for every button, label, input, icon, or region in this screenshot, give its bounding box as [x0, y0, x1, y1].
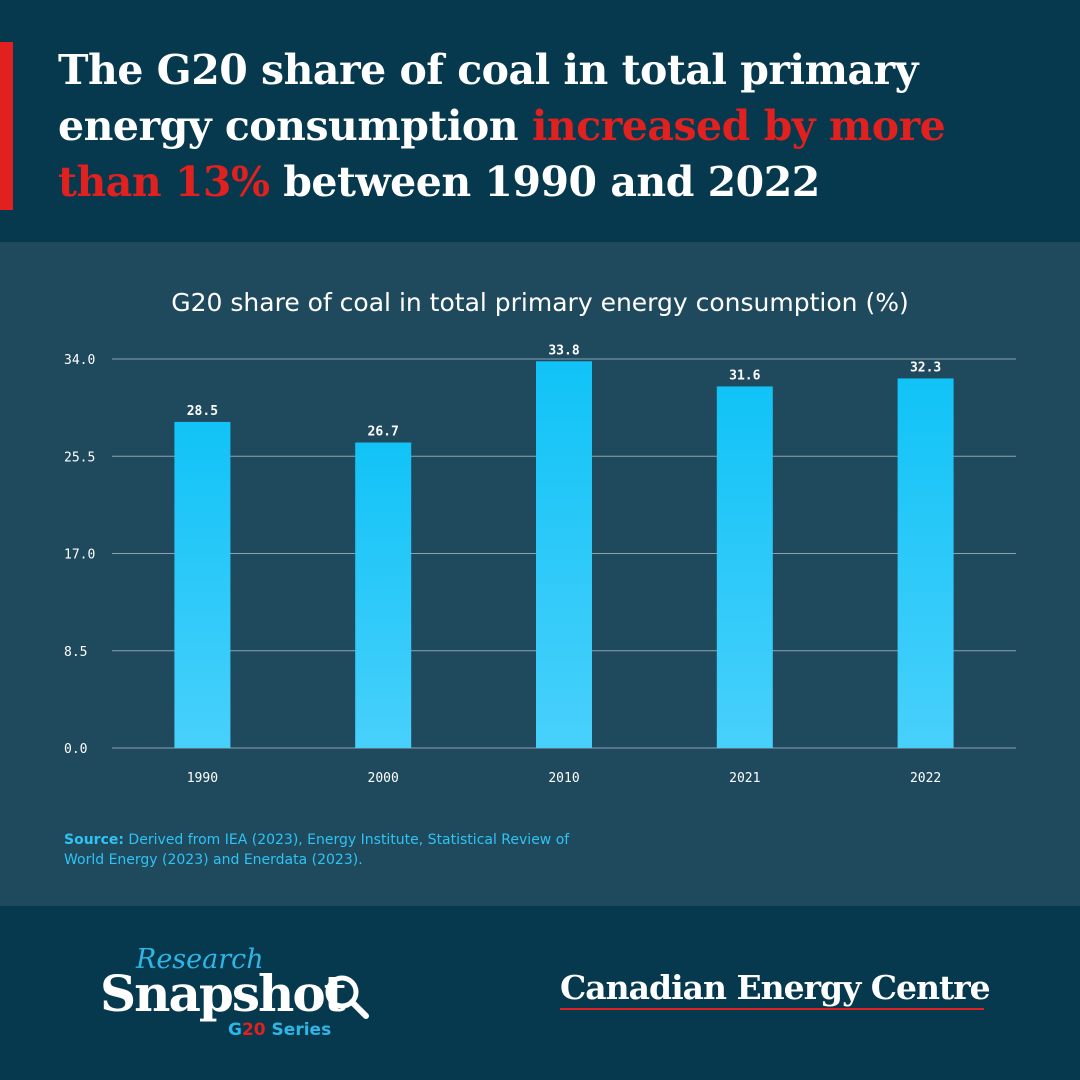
bar-2021 — [716, 386, 773, 748]
magnifier-icon — [325, 975, 369, 1019]
headline-part1: The G20 share of coal in total primary e… — [58, 46, 918, 150]
headline-highlight: increased by more than 13% — [58, 102, 946, 206]
logo-snapshot-text: Snapshot — [100, 964, 347, 1023]
x-tick-label: 2021 — [729, 771, 760, 786]
x-tick-label: 2022 — [910, 771, 941, 786]
x-tick-label: 1990 — [187, 771, 218, 786]
value-label: 28.5 — [187, 404, 218, 419]
value-label: 32.3 — [910, 360, 941, 375]
bar-1990 — [174, 421, 231, 748]
chart-panel: G20 share of coal in total primary energ… — [0, 242, 1080, 906]
x-tick-label: 2010 — [548, 771, 579, 786]
accent-bar — [0, 42, 13, 210]
headline: The G20 share of coal in total primary e… — [58, 42, 1048, 210]
brand-name: Canadian Energy Centre — [560, 968, 991, 1007]
logo-series-text: G20 Series — [228, 1020, 331, 1040]
series-prefix: G — [228, 1020, 242, 1040]
headline-part2: between 1990 and 2022 — [269, 158, 820, 206]
research-snapshot-logo: Research Snapshot G20 Series — [100, 944, 380, 1044]
chart-title: G20 share of coal in total primary energ… — [171, 288, 909, 317]
x-tick-label: 2000 — [368, 771, 399, 786]
y-tick-label: 34.0 — [64, 353, 95, 368]
header: The G20 share of coal in total primary e… — [0, 0, 1080, 242]
source-label: Source: — [64, 832, 124, 848]
y-tick-label: 17.0 — [64, 548, 95, 563]
series-number: 20 — [241, 1020, 266, 1040]
y-tick-label: 8.5 — [64, 645, 87, 660]
footer: Research Snapshot G20 Series Canadian En… — [0, 906, 1080, 1080]
brand-underline — [560, 1008, 984, 1010]
bar-2022 — [897, 378, 954, 748]
series-suffix: Series — [265, 1020, 332, 1040]
bar-2010 — [536, 361, 592, 748]
y-tick-label: 25.5 — [64, 450, 95, 465]
bar-chart: 0.0 8.5 17.0 25.5 34.0 28.5 1990 26.7 2000 33.8 20… — [64, 343, 1016, 786]
value-label: 31.6 — [729, 368, 760, 383]
value-label: 33.8 — [548, 343, 579, 358]
source-text: Derived from IEA (2023), Energy Institut… — [64, 832, 570, 868]
y-tick-label: 0.0 — [64, 742, 87, 757]
value-label: 26.7 — [368, 425, 399, 440]
bar-2000 — [355, 442, 412, 748]
source-note: Source: Derived from IEA (2023), Energy … — [64, 830, 584, 870]
logo-research-text: Research — [136, 944, 264, 975]
